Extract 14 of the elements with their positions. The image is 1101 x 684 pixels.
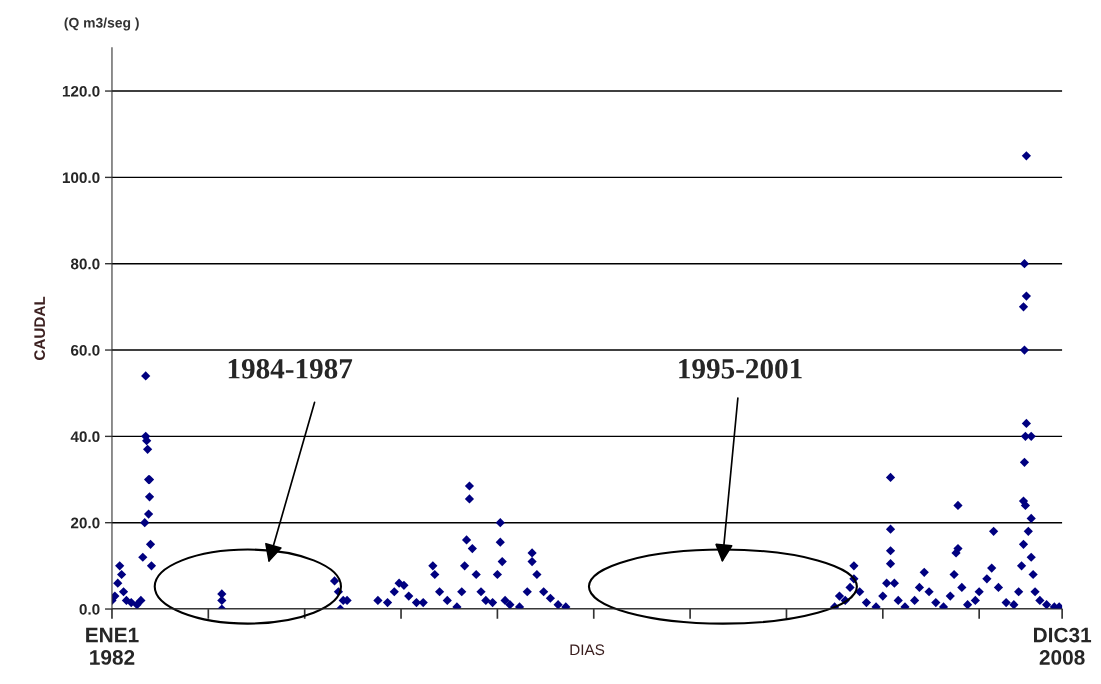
y-tick-label: 100.0 (62, 172, 100, 184)
y-tick-label: 60.0 (70, 344, 100, 356)
y-tick-label: 120.0 (62, 85, 100, 97)
y-tick-label: 80.0 (70, 258, 100, 270)
y-tick-label: 40.0 (70, 431, 100, 443)
x-axis-title: DIAS (570, 644, 605, 656)
annotation: 1984-1987 (228, 358, 353, 379)
y-axis-title: CAUDAL (34, 296, 46, 361)
y-tick-label: 20.0 (70, 517, 100, 529)
x-tick-label: DIC31 2008 (1034, 627, 1092, 665)
text: (Q m3/seg ) (64, 17, 139, 31)
y-tick-label: 0.0 (79, 603, 100, 615)
annotation: 1995-2001 (679, 358, 802, 379)
x-tick-label: ENE1 1982 (86, 627, 139, 665)
